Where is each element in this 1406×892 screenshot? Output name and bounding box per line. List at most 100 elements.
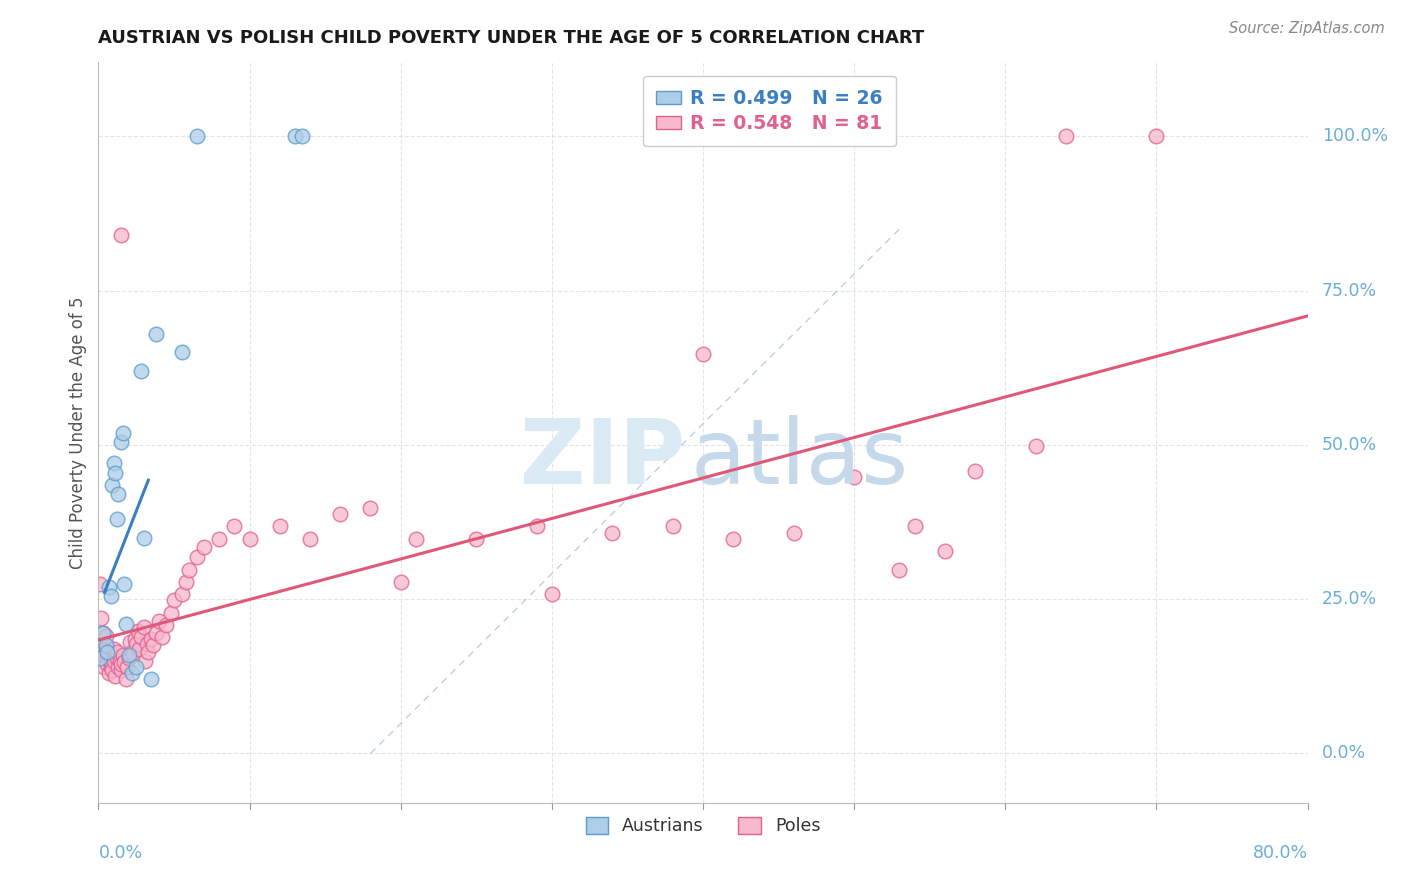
Point [179, 563, 201, 577]
Y-axis label: Child Poverty Under the Age of 5: Child Poverty Under the Age of 5 [69, 296, 87, 569]
Point [101, 478, 124, 492]
Text: 100.0%: 100.0% [1322, 128, 1388, 145]
Point [94, 639, 117, 653]
Point [692, 346, 714, 360]
Point [132, 531, 155, 545]
Point [103, 641, 125, 656]
Point [224, 519, 246, 533]
Point [145, 326, 167, 341]
Point [889, 563, 911, 577]
Point [111, 648, 134, 662]
Point [103, 457, 125, 471]
Point [1144, 129, 1167, 144]
Point [163, 593, 186, 607]
Point [91, 626, 114, 640]
Point [142, 639, 165, 653]
Point [148, 614, 170, 628]
Point [661, 519, 683, 533]
Point [128, 641, 150, 656]
Text: Source: ZipAtlas.com: Source: ZipAtlas.com [1229, 21, 1385, 36]
Point [174, 574, 197, 589]
Point [160, 606, 183, 620]
Point [110, 657, 132, 671]
Point [101, 648, 124, 662]
Point [122, 648, 145, 662]
Point [141, 632, 163, 647]
Point [110, 434, 132, 449]
Text: AUSTRIAN VS POLISH CHILD POVERTY UNDER THE AGE OF 5 CORRELATION CHART: AUSTRIAN VS POLISH CHILD POVERTY UNDER T… [98, 29, 925, 47]
Point [114, 616, 136, 631]
Point [96, 657, 118, 671]
Point [121, 666, 143, 681]
Point [100, 654, 122, 668]
Point [269, 519, 291, 533]
Point [965, 464, 987, 478]
Point [783, 525, 806, 540]
Point [124, 632, 146, 647]
Point [94, 629, 117, 643]
Point [134, 654, 156, 668]
Point [107, 487, 129, 501]
Point [98, 580, 121, 594]
Point [125, 660, 148, 674]
Point [239, 532, 262, 546]
Point [89, 650, 111, 665]
Point [112, 576, 135, 591]
Point [96, 645, 118, 659]
Point [405, 532, 427, 546]
Point [465, 532, 488, 546]
Point [526, 519, 548, 533]
Text: 75.0%: 75.0% [1322, 282, 1378, 300]
Text: 25.0%: 25.0% [1322, 591, 1378, 608]
Point [111, 425, 134, 440]
Point [1024, 439, 1046, 453]
Point [115, 660, 138, 674]
Point [120, 635, 142, 649]
Point [127, 624, 149, 639]
Point [101, 663, 124, 677]
Text: 0.0%: 0.0% [1322, 745, 1367, 763]
Point [129, 631, 152, 645]
Point [186, 129, 208, 144]
Point [540, 587, 562, 601]
Point [90, 611, 112, 625]
Point [105, 645, 128, 659]
Point [170, 345, 193, 359]
Point [93, 660, 115, 674]
Point [103, 654, 125, 668]
Point [299, 532, 322, 546]
Point [105, 512, 128, 526]
Point [155, 618, 177, 632]
Point [118, 648, 141, 662]
Point [1054, 129, 1077, 144]
Point [150, 631, 173, 645]
Point [104, 466, 127, 480]
Point [100, 660, 122, 674]
Point [91, 626, 114, 640]
Point [934, 544, 956, 558]
Point [125, 637, 148, 651]
Point [602, 525, 624, 540]
Point [208, 532, 231, 546]
Point [96, 650, 118, 665]
Point [110, 228, 132, 243]
Point [112, 655, 135, 669]
Point [108, 654, 131, 668]
Point [186, 550, 208, 565]
Point [132, 620, 155, 634]
Point [107, 660, 129, 674]
Point [844, 470, 866, 484]
Point [145, 626, 167, 640]
Text: 50.0%: 50.0% [1322, 436, 1378, 454]
Text: 80.0%: 80.0% [1253, 844, 1308, 862]
Point [94, 641, 117, 656]
Point [104, 669, 127, 683]
Point [329, 507, 352, 521]
Point [284, 129, 307, 144]
Point [723, 532, 745, 546]
Point [135, 637, 157, 651]
Text: atlas: atlas [690, 415, 910, 502]
Point [129, 364, 152, 378]
Point [100, 589, 122, 603]
Point [118, 650, 141, 665]
